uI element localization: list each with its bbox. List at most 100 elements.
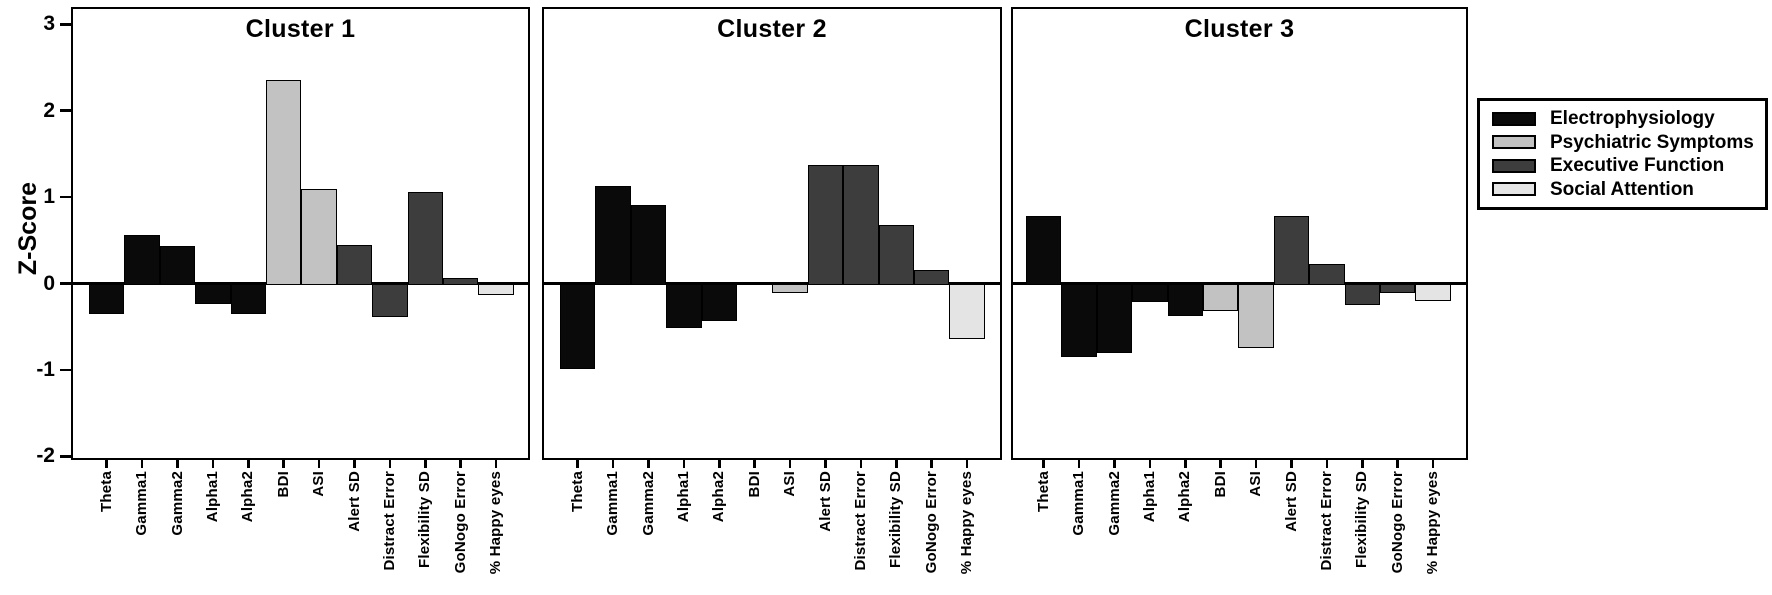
x-tick-label-flexibility-sd: Flexibility SD [1353,471,1371,568]
x-tick-label-gonogo-error: GoNogo Error [922,471,940,574]
x-tick [859,460,863,468]
x-tick-label-alpha1: Alpha1 [1140,471,1158,523]
y-tick-label: 2 [43,98,55,122]
x-tick-label-gamma2: Gamma2 [639,471,657,536]
bar-gamma1 [595,185,631,285]
legend-item-label: Social Attention [1550,178,1694,200]
x-tick [1325,460,1329,468]
y-tick-label: 0 [43,271,55,295]
legend-swatch [1492,158,1536,173]
bar-theta [1026,216,1062,285]
bar-flexibility-sd [878,224,914,285]
x-tick-label-alert-sd: Alert SD [345,471,363,532]
x-tick-label-alpha1: Alpha1 [674,471,692,523]
x-tick-label-gonogo-error: GoNogo Error [451,471,469,574]
panel-title: Cluster 1 [245,15,356,43]
legend-swatch [1492,111,1536,126]
bar-alpha2 [230,283,266,314]
legend-item: Electrophysiology [1492,109,1761,128]
x-tick-label-alert-sd: Alert SD [816,471,834,532]
x-tick-label-bdi: BDI [1211,471,1229,498]
bar-happy-eyes [478,283,514,296]
bar-flexibility-sd [1344,283,1380,305]
legend-item: Executive Function [1492,156,1761,175]
bar-alpha2 [701,283,737,322]
bar-gonogo-error [914,269,950,285]
bar-alpha2 [1167,283,1203,317]
y-tick [60,282,72,285]
x-tick [247,460,250,468]
panel-cluster-2: Cluster 2 [542,7,1002,460]
bar-theta [89,283,125,314]
x-tick [647,460,650,468]
x-tick-label-happy-eyes: % Happy eyes [958,471,976,575]
x-tick [1396,460,1399,468]
x-tick [1290,460,1293,468]
x-tick [576,460,579,468]
y-tick-label: 1 [43,185,55,209]
legend-item-label: Psychiatric Symptoms [1550,131,1754,153]
bar-asi [301,189,337,285]
x-tick [140,460,144,468]
x-tick [424,460,427,468]
x-tick [1184,460,1187,468]
bar-gamma1 [124,235,160,285]
x-tick-label-distract-error: Distract Error [1317,471,1335,571]
x-tick [1219,460,1222,468]
bar-distract-error [843,165,879,285]
x-tick-label-flexibility-sd: Flexibility SD [416,471,434,568]
bar-gamma1 [1061,283,1097,357]
bar-alert-sd [336,245,373,285]
bar-alpha1 [1132,283,1168,303]
x-tick-label-distract-error: Distract Error [380,471,398,571]
x-tick-label-gamma2: Gamma2 [1105,471,1123,536]
bar-bdi [266,79,302,285]
bar-alert-sd [1273,216,1310,285]
bar-theta [560,283,596,369]
x-tick [824,460,827,468]
bar-gonogo-error [443,278,479,285]
x-tick-label-asi: ASI [310,471,328,497]
x-tick [895,460,898,468]
bar-gamma2 [159,246,196,285]
x-tick-label-asi: ASI [781,471,799,497]
legend-item-label: Executive Function [1550,155,1725,177]
bar-asi [772,283,808,293]
x-tick-label-alpha2: Alpha2 [710,471,728,523]
y-tick-label: -2 [36,444,55,468]
panel-cluster-1: Cluster 1 [71,7,530,460]
x-tick-label-distract-error: Distract Error [851,471,869,571]
bar-alpha1 [666,283,702,329]
y-tick [60,455,72,458]
x-tick-label-alpha2: Alpha2 [1176,471,1194,523]
x-tick [930,460,933,468]
x-tick [211,460,215,468]
y-tick-label: -1 [36,357,55,381]
x-tick-label-bdi: BDI [745,471,763,498]
x-tick-label-alert-sd: Alert SD [1282,471,1300,532]
legend-swatch [1492,135,1536,150]
x-tick-label-alpha2: Alpha2 [239,471,257,523]
y-tick [60,368,72,372]
y-tick [60,23,72,26]
bar-gamma2 [1096,283,1133,354]
x-tick [1042,460,1045,468]
x-tick [388,460,392,468]
x-tick-label-gamma1: Gamma1 [133,471,151,536]
bar-gamma2 [630,204,667,285]
x-tick-label-flexibility-sd: Flexibility SD [887,471,905,568]
bar-alpha1 [195,283,231,304]
x-tick [1254,460,1258,468]
x-tick [1148,460,1152,468]
y-tick [60,195,72,199]
x-tick [105,460,108,468]
legend: Electrophysiology Psychiatric Symptoms Exe… [1477,98,1768,210]
x-tick [788,460,792,468]
panel-title: Cluster 2 [717,15,827,43]
legend-item: Psychiatric Symptoms [1492,133,1761,152]
bar-happy-eyes [1415,283,1451,302]
x-tick [1431,460,1435,468]
x-tick [282,460,285,468]
legend-swatch [1492,182,1536,197]
panel-cluster-3: Cluster 3 [1011,7,1468,460]
